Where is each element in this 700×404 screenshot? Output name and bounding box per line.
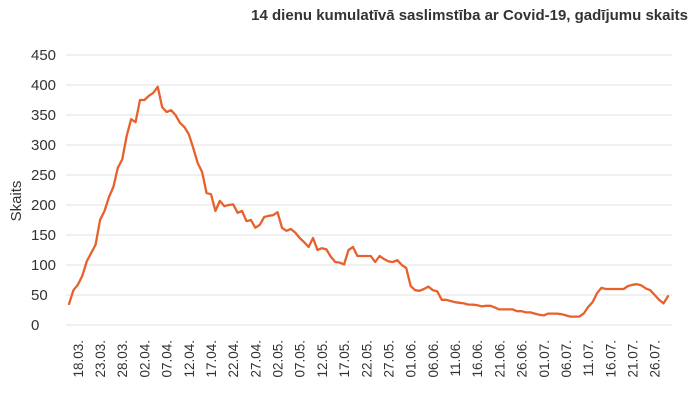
x-tick-label: 17.05. — [337, 340, 352, 378]
series-line — [67, 85, 670, 318]
x-tick-label: 22.05. — [359, 340, 374, 378]
y-axis-label: Skaits — [8, 181, 25, 222]
y-tick-label: 50 — [31, 287, 48, 304]
x-tick-label: 23.03. — [93, 340, 108, 378]
x-tick-label: 28.03. — [115, 340, 130, 378]
x-tick-label: 02.05. — [271, 340, 286, 378]
chart-title: 14 dienu kumulatīvā saslimstība ar Covid… — [251, 7, 688, 24]
x-tick-label: 21.06. — [492, 340, 507, 378]
x-tick-label: 16.06. — [470, 340, 485, 378]
x-tick-label: 21.07. — [626, 340, 641, 378]
x-tick-label: 17.04. — [204, 340, 219, 378]
y-tick-label: 300 — [31, 137, 56, 154]
x-tick-label: 06.07. — [559, 340, 574, 378]
x-tick-label: 11.06. — [448, 340, 463, 377]
x-tick-label: 26.07. — [648, 340, 663, 378]
y-tick-label: 150 — [31, 227, 56, 244]
x-tick-label: 18.03. — [71, 340, 86, 378]
x-axis-ticks: 18.03. 23.03. 28.03. 02.04. 07.04. 12.04. 17.0… — [71, 340, 663, 378]
y-tick-label: 0 — [31, 317, 39, 334]
x-tick-label: 16.07. — [603, 340, 618, 378]
x-tick-label: 02.04. — [137, 340, 152, 378]
x-tick-label: 12.04. — [182, 340, 197, 378]
y-axis-ticks: 0 50 100 150 200 250 300 350 400 450 — [31, 47, 56, 334]
y-tick-label: 100 — [31, 257, 56, 274]
x-tick-label: 11.07. — [581, 340, 596, 377]
x-tick-label: 06.06. — [426, 340, 441, 378]
x-tick-label: 01.06. — [404, 340, 419, 378]
y-tick-label: 400 — [31, 77, 56, 94]
x-tick-label: 26.06. — [515, 340, 530, 378]
y-tick-label: 450 — [31, 47, 56, 64]
x-tick-label: 12.05. — [315, 340, 330, 378]
x-tick-label: 01.07. — [537, 340, 552, 378]
x-tick-label: 07.04. — [160, 340, 175, 378]
x-tick-label: 07.05. — [293, 340, 308, 378]
y-tick-label: 250 — [31, 167, 56, 184]
x-tick-label: 27.05. — [381, 340, 396, 378]
y-tick-label: 350 — [31, 107, 56, 124]
x-tick-label: 27.04. — [248, 340, 263, 378]
gridlines — [66, 54, 672, 326]
y-tick-label: 200 — [31, 197, 56, 214]
x-tick-label: 22.04. — [226, 340, 241, 378]
